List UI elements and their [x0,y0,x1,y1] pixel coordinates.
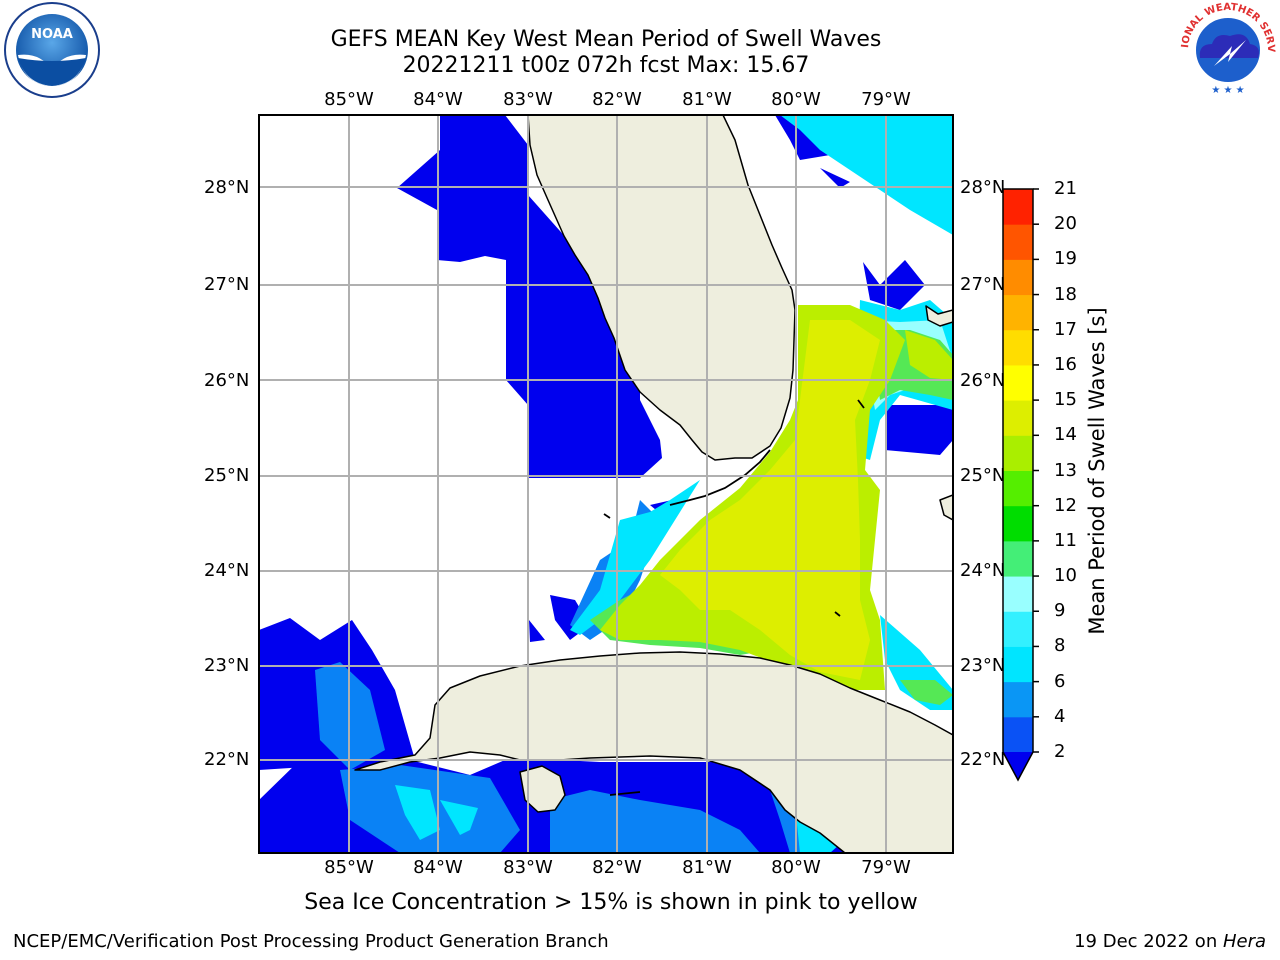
colorbar-tick-label: 16 [1054,353,1077,375]
florida-land [527,115,796,461]
footer-date: 19 Dec 2022 on Hera [1074,931,1266,952]
map-frame [258,114,954,854]
colorbar-tick-label: 6 [1054,670,1066,692]
lon-label: 84°W [413,857,463,878]
lon-label: 83°W [503,857,553,878]
colorbar-tick-label: 18 [1054,283,1077,305]
footer-host: Hera [1222,931,1266,952]
lon-label: 79°W [861,857,911,878]
lat-label: 26°N [204,370,250,391]
colorbar-tick-label: 15 [1054,389,1077,411]
colorbar-tick-label: 8 [1054,635,1066,657]
colorbar-tick-label: 20 [1054,213,1077,235]
nws-logo-text: NATIONAL WEATHER SERVICE [0,0,1276,53]
swell-14-15-shading [660,320,880,680]
lat-label: 25°N [960,465,1006,486]
colorbar-tick-label: 19 [1054,248,1077,270]
lat-label: 22°N [960,749,1006,770]
colorbar-segment [1003,681,1033,718]
lat-label: 26°N [960,370,1006,391]
colorbar-segment [1003,646,1033,683]
bahamas-land [925,305,953,327]
lat-label: 23°N [204,655,250,676]
colorbar-segment [1003,400,1033,436]
noaa-logo: NOAA [4,2,100,98]
colorbar [1003,188,1039,780]
footer-date-text: 19 Dec 2022 on [1074,931,1223,952]
colorbar-tick-label: 2 [1054,741,1066,762]
lat-label: 24°N [960,560,1006,581]
lon-label: 81°W [682,89,732,110]
colorbar-segment [1003,364,1033,401]
sea-ice-caption: Sea Ice Concentration > 15% is shown in … [304,890,918,915]
colorbar-tick-label: 10 [1054,565,1077,587]
colorbar-segment [1003,505,1033,542]
nws-logo: NATIONAL WEATHER SERVICE ★ ★ ★ [0,0,1276,98]
colorbar-tick-label: 12 [1054,494,1077,516]
colorbar-frame [1002,188,1034,782]
florida-keys [603,399,865,796]
colorbar-tick-label: 9 [1054,600,1066,622]
lat-label: 24°N [204,560,250,581]
colorbar-tick-label: 17 [1054,318,1077,340]
lon-label: 83°W [503,89,553,110]
colorbar-segment [1003,294,1033,331]
lat-label: 28°N [204,177,250,198]
colorbar-segment [1003,716,1033,753]
colorbar-segment [1003,329,1033,366]
title-line-1: GEFS MEAN Key West Mean Period of Swell … [330,27,882,52]
lon-label: 85°W [324,89,374,110]
lon-label: 82°W [592,857,642,878]
land-areas [354,115,953,853]
lon-label: 80°W [771,89,821,110]
lat-label: 22°N [204,749,250,770]
colorbar-segment [1003,259,1033,296]
colorbar-label: Mean Period of Swell Waves [s] [1085,307,1109,635]
colorbar-tick-label: 13 [1054,459,1077,481]
lon-label: 85°W [324,857,374,878]
colorbar-tick-label: 21 [1054,178,1077,199]
lat-label: 27°N [204,274,250,295]
lon-label: 84°W [413,89,463,110]
svg-text:NATIONAL WEATHER SERVICE: NATIONAL WEATHER SERVICE [0,0,1276,53]
colorbar-segment [1003,540,1033,577]
lon-label: 81°W [682,857,732,878]
lat-label: 23°N [960,655,1006,676]
footer-credit: NCEP/EMC/Verification Post Processing Pr… [13,931,609,952]
noaa-logo-text: NOAA [31,27,73,42]
colorbar-tick-label: 14 [1054,424,1077,446]
colorbar-tick-label: 4 [1054,705,1066,727]
colorbar-segment [1003,189,1033,225]
svg-text:★ ★ ★: ★ ★ ★ [1211,85,1244,96]
title-line-2: 20221211 t00z 072h fcst Max: 15.67 [402,53,810,78]
graticule [259,115,953,853]
lat-label: 27°N [960,274,1006,295]
lat-label: 28°N [960,177,1006,198]
colorbar-segment [1003,611,1033,647]
lat-label: 25°N [204,465,250,486]
colorbar-segment [1003,470,1033,507]
colorbar-segment [1003,435,1033,471]
lon-label: 80°W [771,857,821,878]
colorbar-tick-label: 11 [1054,529,1077,551]
lon-label: 79°W [861,89,911,110]
colorbar-segment [1003,576,1033,612]
colorbar-segment [1003,224,1033,260]
lon-label: 82°W [592,89,642,110]
colorbar-under-triangle [1003,752,1033,780]
